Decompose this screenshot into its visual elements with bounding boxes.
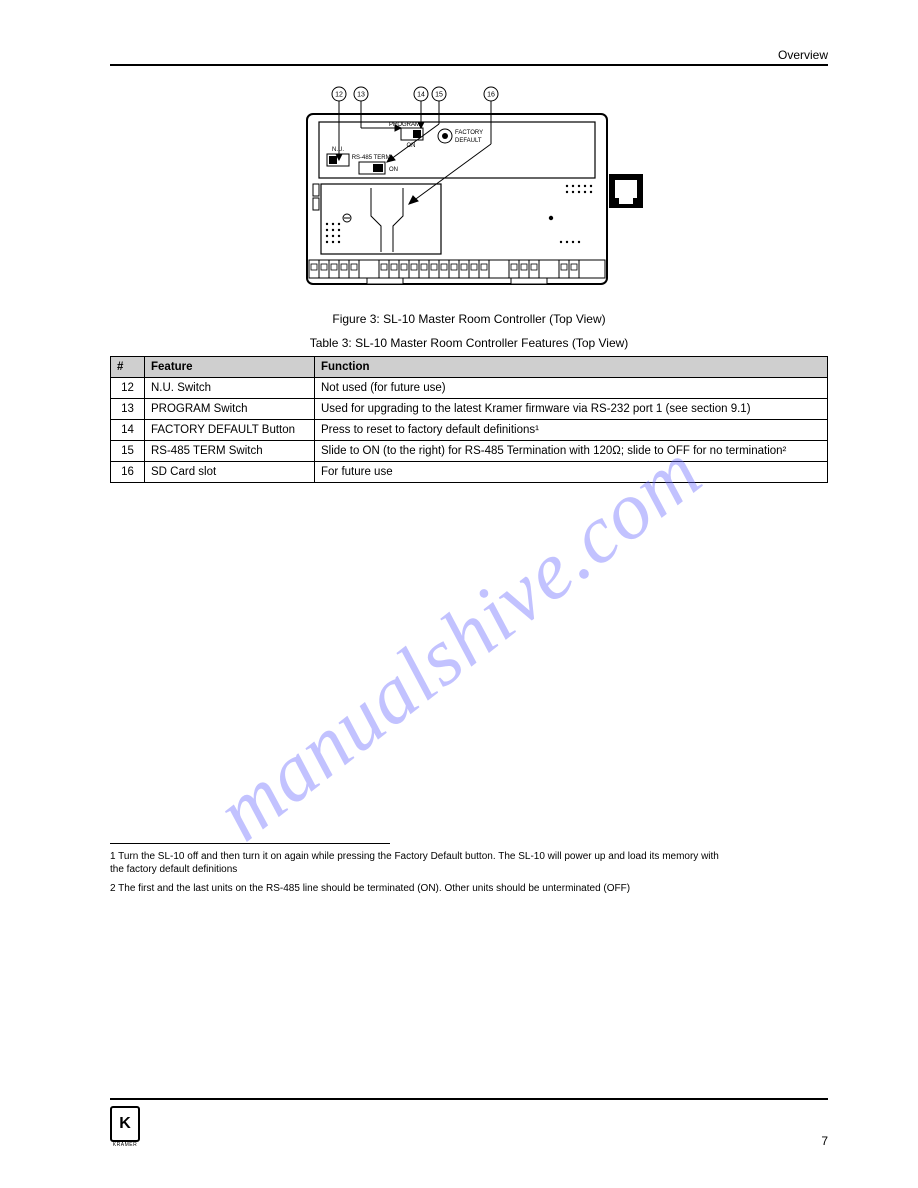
table-row: 13 PROGRAM Switch Used for upgrading to … [111,399,828,420]
cell-num: 14 [111,420,145,441]
cell-num: 12 [111,378,145,399]
kramer-logo: K KRAMER [110,1106,140,1148]
label-default: DEFAULT [455,138,482,144]
cell-feature: SD Card slot [145,462,315,483]
table-row: 12 N.U. Switch Not used (for future use) [111,378,828,399]
header-rule [110,64,828,66]
logo-letter: K [119,1115,131,1133]
footnote-2: 2 The first and the last units on the RS… [110,882,730,895]
callout-15: 15 [435,92,443,99]
table-row: 14 FACTORY DEFAULT Button Press to reset… [111,420,828,441]
col-feature-header: Feature [145,357,315,378]
cell-feature: PROGRAM Switch [145,399,315,420]
callout-group: 12 13 14 15 16 [332,87,498,101]
col-function-header: Function [315,357,828,378]
table-row: 15 RS-485 TERM Switch Slide to ON (to th… [111,441,828,462]
cell-feature: RS-485 TERM Switch [145,441,315,462]
running-title: Overview [110,48,828,62]
page-footer: K KRAMER 7 [110,1098,828,1148]
cell-function: For future use [315,462,828,483]
figure-container: N.U. PROGRAM ON FACTORY DEFAULT RS-485 T… [110,84,828,304]
callout-13: 13 [357,92,365,99]
logo-subtext: KRAMER [110,1142,140,1148]
callout-14: 14 [417,92,425,99]
cell-function: Slide to ON (to the right) for RS-485 Te… [315,441,828,462]
label-program: PROGRAM [389,122,420,128]
cell-num: 16 [111,462,145,483]
page: Overview N.U. PROGRAM ON [0,0,918,1188]
label-on2: ON [389,167,398,173]
callout-16: 16 [487,92,495,99]
cell-feature: FACTORY DEFAULT Button [145,420,315,441]
device-diagram: N.U. PROGRAM ON FACTORY DEFAULT RS-485 T… [289,84,649,304]
label-factory: FACTORY [455,130,483,136]
cell-function: Not used (for future use) [315,378,828,399]
cell-num: 15 [111,441,145,462]
figure-svg-wrap: N.U. PROGRAM ON FACTORY DEFAULT RS-485 T… [289,84,649,304]
cell-num: 13 [111,399,145,420]
watermark: manualshive.com [199,424,719,859]
footer-rule [110,1098,828,1100]
cell-function: Used for upgrading to the latest Kramer … [315,399,828,420]
cell-function: Press to reset to factory default defini… [315,420,828,441]
features-table: # Feature Function 12 N.U. Switch Not us… [110,356,828,483]
figure-caption: Figure 3: SL-10 Master Room Controller (… [110,312,828,326]
table-header-row: # Feature Function [111,357,828,378]
col-num-header: # [111,357,145,378]
callout-12: 12 [335,92,343,99]
page-number: 7 [821,1134,828,1148]
table-row: 16 SD Card slot For future use [111,462,828,483]
table-caption: Table 3: SL-10 Master Room Controller Fe… [110,336,828,350]
footnote-1: 1 Turn the SL-10 off and then turn it on… [110,850,730,876]
label-nu: N.U. [332,147,344,153]
label-rs485: RS-485 TERM. [352,155,393,161]
cell-feature: N.U. Switch [145,378,315,399]
footnote-rule [110,843,390,844]
